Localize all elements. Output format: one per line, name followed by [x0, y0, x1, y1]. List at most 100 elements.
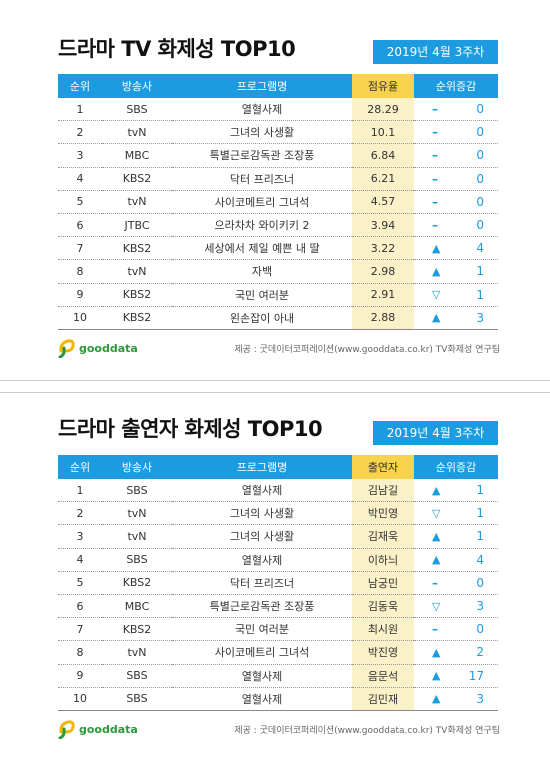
- rank-change-cell: ▲ 4: [414, 548, 498, 572]
- table-row: 7 KBS2 국민 여러분 최시원 –0: [58, 617, 498, 642]
- no-change-dash-icon: –: [432, 194, 438, 209]
- table-row: 8 tvN 사이코메트리 그녀석 박진영 ▲ 2: [58, 640, 498, 665]
- tv-table-body: 1 SBS 열혈사제 28.29–0 2 tvN 그녀의 사생활 10.1–0 3 MBC 특별근로…: [58, 98, 498, 330]
- header-rank-change: 순위증감: [414, 74, 498, 98]
- program-cell: 그녀의 사생활: [172, 501, 352, 526]
- value-cell: 박진영: [352, 640, 414, 665]
- no-change-dash-icon: –: [432, 102, 438, 117]
- program-cell: 왼손잡이 아내: [172, 306, 352, 330]
- value-cell: 6.84: [352, 143, 414, 168]
- rank-change-cell: ▲ 1: [414, 259, 498, 284]
- rank-change-value: 3: [476, 310, 484, 325]
- up-triangle-icon: ▲: [432, 529, 441, 543]
- header-rank: 순위: [58, 74, 102, 98]
- tv-buzz-title: 드라마 TV 화제성 TOP10: [58, 37, 296, 61]
- rank-change-cell: ▽ 1: [414, 283, 498, 307]
- up-triangle-icon: ▲: [432, 483, 441, 497]
- program-cell: 열혈사제: [172, 664, 352, 688]
- table-row: 10 SBS 열혈사제 김민재 ▲ 3: [58, 687, 498, 711]
- table-row: 10 KBS2 왼손잡이 아내 2.88 ▲ 3: [58, 306, 498, 330]
- value-cell: 10.1: [352, 120, 414, 145]
- table-row: 2 tvN 그녀의 사생활 박민영 ▽ 1: [58, 501, 498, 526]
- rank-change-cell: ▲ 1: [414, 479, 498, 503]
- down-triangle-icon: ▽: [432, 288, 441, 302]
- channel-cell: SBS: [102, 687, 172, 711]
- value-cell: 김동욱: [352, 594, 414, 619]
- rank-change-cell: –0: [414, 143, 498, 168]
- rank-change-value: 2: [476, 645, 484, 660]
- program-cell: 닥터 프리즈너: [172, 167, 352, 191]
- value-cell: 2.91: [352, 283, 414, 307]
- rank-change-cell: ▲ 17: [414, 664, 498, 688]
- table-row: 5 KBS2 닥터 프리즈너 남궁민 –0: [58, 571, 498, 595]
- gooddata-logo-text: gooddata: [79, 722, 138, 736]
- table-row: 2 tvN 그녀의 사생활 10.1–0: [58, 120, 498, 145]
- table-row: 7 KBS2 세상에서 제일 예쁜 내 딸 3.22 ▲ 4: [58, 236, 498, 261]
- rank-change-cell: –0: [414, 571, 498, 595]
- channel-cell: SBS: [102, 548, 172, 572]
- channel-cell: tvN: [102, 640, 172, 665]
- rank-change-cell: ▲ 3: [414, 687, 498, 711]
- rank-cell: 10: [58, 687, 102, 711]
- table-row: 5 tvN 사이코메트리 그녀석 4.57–0: [58, 190, 498, 214]
- rank-change-cell: –0: [414, 120, 498, 145]
- channel-cell: tvN: [102, 524, 172, 549]
- rank-change-value: 1: [476, 529, 484, 544]
- program-cell: 으라차차 와이키키 2: [172, 213, 352, 238]
- header-program: 프로그램명: [172, 74, 352, 98]
- rank-cell: 1: [58, 98, 102, 122]
- program-cell: 열혈사제: [172, 479, 352, 503]
- header-rank: 순위: [58, 455, 102, 479]
- value-cell: 2.98: [352, 259, 414, 284]
- rank-change-value: 0: [476, 622, 484, 637]
- header-cast: 출연자: [352, 455, 414, 479]
- program-cell: 사이코메트리 그녀석: [172, 190, 352, 214]
- channel-cell: KBS2: [102, 283, 172, 307]
- down-triangle-icon: ▽: [432, 599, 441, 613]
- channel-cell: KBS2: [102, 617, 172, 642]
- up-triangle-icon: ▲: [432, 264, 441, 278]
- rank-cell: 10: [58, 306, 102, 330]
- tv-buzz-panel: 드라마 TV 화제성 TOP10 2019년 4월 3주차 순위 방송사 프로그…: [0, 0, 550, 381]
- channel-cell: MBC: [102, 594, 172, 619]
- down-triangle-icon: ▽: [432, 506, 441, 520]
- cast-date-badge: 2019년 4월 3주차: [373, 421, 498, 445]
- value-cell: 6.21: [352, 167, 414, 191]
- up-triangle-icon: ▲: [432, 241, 441, 255]
- table-row: 4 SBS 열혈사제 이하늬 ▲ 4: [58, 548, 498, 572]
- rank-change-cell: –0: [414, 190, 498, 214]
- rank-change-cell: ▽ 3: [414, 594, 498, 619]
- rank-change-value: 0: [476, 194, 484, 209]
- channel-cell: KBS2: [102, 571, 172, 595]
- value-cell: 최시원: [352, 617, 414, 642]
- rank-cell: 5: [58, 571, 102, 595]
- rank-cell: 2: [58, 120, 102, 145]
- no-change-dash-icon: –: [432, 218, 438, 233]
- rank-change-cell: ▲ 4: [414, 236, 498, 261]
- tv-buzz-table: 순위 방송사 프로그램명 점유율 순위증감 1 SBS 열혈사제 28.29–0 2 tv…: [58, 74, 498, 330]
- rank-change-value: 3: [476, 691, 484, 706]
- program-cell: 닥터 프리즈너: [172, 571, 352, 595]
- rank-cell: 6: [58, 213, 102, 238]
- header-share: 점유율: [352, 74, 414, 98]
- rank-cell: 4: [58, 167, 102, 191]
- program-cell: 열혈사제: [172, 98, 352, 122]
- program-cell: 자백: [172, 259, 352, 284]
- up-triangle-icon: ▲: [432, 311, 441, 325]
- channel-cell: KBS2: [102, 236, 172, 261]
- table-row: 3 MBC 특별근로감독관 조장풍 6.84–0: [58, 143, 498, 168]
- gooddata-logo-icon: [58, 720, 75, 739]
- channel-cell: tvN: [102, 120, 172, 145]
- rank-cell: 7: [58, 236, 102, 261]
- source-credit: 제공 : 굿데이터코퍼레이션(www.gooddata.co.kr) TV화제성…: [234, 345, 500, 355]
- no-change-dash-icon: –: [432, 125, 438, 140]
- rank-change-cell: ▲ 1: [414, 524, 498, 549]
- table-row: 1 SBS 열혈사제 김남길 ▲ 1: [58, 479, 498, 503]
- channel-cell: tvN: [102, 190, 172, 214]
- rank-change-value: 0: [476, 171, 484, 186]
- rank-change-value: 17: [468, 668, 484, 683]
- cast-buzz-title: 드라마 출연자 화제성 TOP10: [58, 417, 323, 441]
- no-change-dash-icon: –: [432, 148, 438, 163]
- value-cell: 3.94: [352, 213, 414, 238]
